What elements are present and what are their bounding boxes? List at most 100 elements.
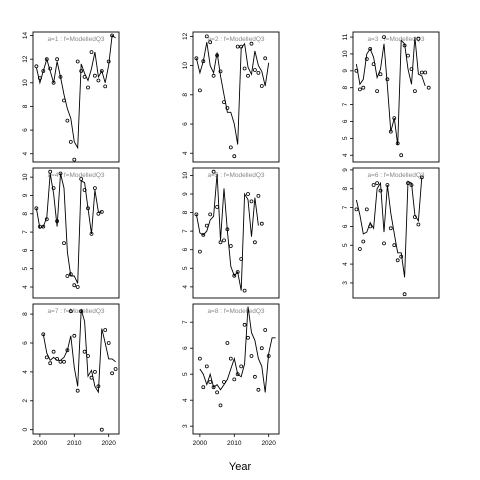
y-tick-label: 10 (182, 62, 189, 70)
observed-point (239, 364, 244, 369)
observed-point (79, 69, 84, 73)
fitted-line (355, 37, 426, 146)
observed-point (399, 153, 404, 158)
observed-point (55, 57, 59, 62)
observed-point (259, 84, 264, 88)
y-tick-label: 8 (22, 312, 29, 316)
observed-point (75, 59, 80, 64)
fitted-line (355, 177, 423, 278)
panel-frame (192, 303, 280, 435)
observed-point (68, 272, 73, 277)
observed-point (242, 66, 247, 71)
chart-panels: a=1 : f=ModelledQ3 4 6 8 10 12 14 a=4 : f=Model… (22, 31, 440, 447)
observed-point (266, 354, 271, 358)
observed-point (113, 367, 118, 371)
observed-point (82, 349, 87, 354)
y-tick-label: 4 (342, 153, 349, 157)
y-tick-label: 8 (182, 93, 189, 97)
observed-point (197, 249, 202, 254)
observed-point (65, 348, 70, 353)
observed-point (211, 73, 216, 78)
observed-point (382, 241, 386, 246)
observed-point (416, 36, 421, 41)
observed-point (215, 205, 220, 209)
y-tick-label: 11 (342, 33, 349, 40)
observed-point (197, 356, 202, 361)
observed-point (79, 177, 84, 181)
observed-point (89, 50, 94, 54)
observed-point (96, 78, 101, 83)
observed-point (55, 219, 59, 224)
observed-point (62, 241, 66, 246)
y-tick-label: 6 (342, 224, 349, 228)
observed-point (51, 80, 56, 85)
observed-point (375, 89, 380, 93)
observed-point (259, 346, 264, 351)
observed-point (86, 206, 90, 211)
observed-point (232, 154, 237, 159)
observed-point (256, 193, 261, 198)
observed-point (392, 116, 397, 120)
observed-point (249, 199, 254, 204)
y-tick-label: 6 (342, 119, 349, 123)
y-tick-label: 5 (342, 243, 349, 247)
observed-point (44, 57, 49, 62)
observed-point (201, 385, 206, 390)
observed-point (204, 34, 209, 39)
observed-point (378, 72, 383, 77)
y-tick-label: 12 (22, 55, 29, 63)
observed-point (256, 387, 261, 392)
observed-point (99, 427, 104, 432)
observed-point (368, 47, 373, 51)
observed-point (72, 333, 77, 338)
y-tick-label: 9 (342, 69, 349, 73)
observed-point (263, 56, 268, 61)
chart-panel: a=7 : f=ModelledQ3 0 2 4 6 8 2000 2010 2020 (22, 303, 120, 447)
y-tick-label: 12 (182, 32, 189, 40)
observed-point (55, 356, 59, 361)
y-tick-label: 6 (22, 128, 29, 132)
x-tick-label: 2020 (101, 440, 116, 447)
y-tick-label: 4 (22, 152, 29, 156)
panel-frame (32, 167, 120, 299)
chart-panel: a=6 : f=ModelledQ3 3 4 5 6 7 8 9 (342, 167, 440, 299)
panel-label: a=6 : f=ModelledQ3 (367, 172, 424, 179)
fitted-line (42, 309, 116, 394)
observed-point (44, 355, 49, 360)
observed-point (423, 70, 428, 75)
observed-point (204, 223, 209, 228)
y-tick-label: 6 (182, 248, 189, 252)
observed-point (249, 354, 254, 358)
observed-point (357, 87, 362, 92)
observed-point (62, 98, 66, 103)
observed-point (239, 44, 244, 49)
y-tick-label: 6 (182, 346, 189, 350)
observed-point (361, 239, 366, 244)
y-tick-label: 10 (22, 173, 29, 181)
observed-point (364, 207, 369, 212)
observed-point (44, 217, 49, 222)
observed-point (65, 274, 70, 278)
y-tick-label: 4 (22, 285, 29, 289)
observed-point (242, 288, 247, 293)
observed-point (215, 53, 220, 58)
y-tick-label: 5 (22, 267, 29, 271)
y-tick-label: 4 (342, 262, 349, 266)
observed-point (103, 84, 108, 89)
y-tick-label: 2 (22, 399, 29, 403)
observed-point (208, 212, 213, 217)
observed-point (99, 209, 104, 214)
observed-point (72, 157, 77, 162)
y-tick-label: 4 (182, 285, 189, 289)
observed-point (242, 322, 247, 327)
panel-label: a=8 : f=ModelledQ3 (207, 308, 264, 315)
observed-point (48, 66, 53, 71)
observed-point (385, 183, 390, 187)
observed-point (222, 238, 226, 243)
observed-point (225, 341, 230, 345)
observed-point (86, 354, 90, 358)
observed-point (354, 207, 359, 212)
observed-point (406, 53, 410, 58)
chart-panel: a=2 : f=ModelledQ3 4 6 8 10 12 (182, 31, 280, 163)
